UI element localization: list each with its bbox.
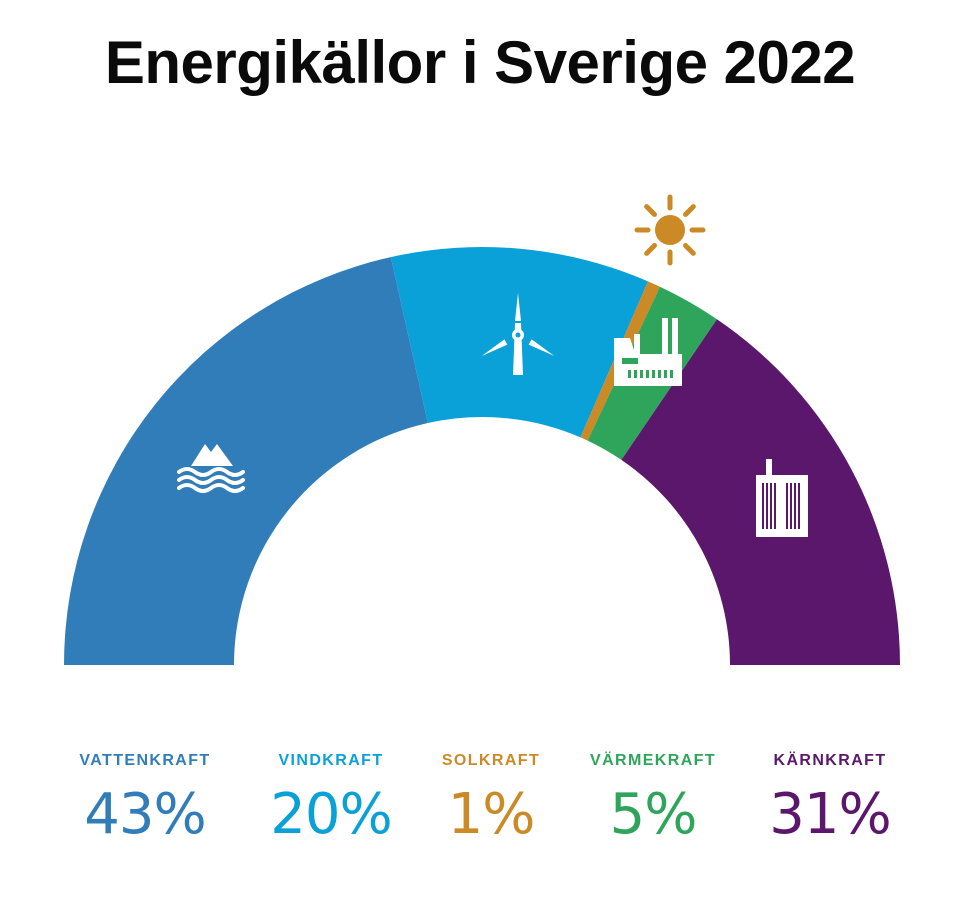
slice-vattenkraft xyxy=(64,257,428,665)
legend-item-karnkraft: KÄRNKRAFT 31% xyxy=(735,752,925,847)
legend-value: 31% xyxy=(769,782,891,847)
chart-icons xyxy=(177,194,808,537)
legend-value: 20% xyxy=(270,782,392,847)
legend-item-varmekraft: VÄRMEKRAFT 5% xyxy=(558,752,748,847)
chart-legend: VATTENKRAFT 43% VINDKRAFT 20% SOLKRAFT 1… xyxy=(0,752,960,882)
sun-icon xyxy=(634,194,706,266)
legend-label: VÄRMEKRAFT xyxy=(590,752,716,769)
legend-item-vindkraft: VINDKRAFT 20% xyxy=(236,752,426,847)
legend-value: 43% xyxy=(84,782,206,847)
legend-item-vattenkraft: VATTENKRAFT 43% xyxy=(50,752,240,847)
legend-label: VATTENKRAFT xyxy=(79,752,211,769)
legend-value: 1% xyxy=(447,782,536,847)
water-icon xyxy=(177,444,245,493)
legend-value: 5% xyxy=(609,782,698,847)
chart-title: Energikällor i Sverige 2022 xyxy=(104,29,856,96)
nuclear-plant-icon xyxy=(756,459,808,537)
legend-label: KÄRNKRAFT xyxy=(773,752,887,769)
factory-icon xyxy=(614,318,682,386)
half-donut-chart xyxy=(64,194,900,665)
legend-label: VINDKRAFT xyxy=(278,752,384,769)
legend-item-solkraft: SOLKRAFT 1% xyxy=(396,752,586,847)
wind-turbine-icon xyxy=(481,293,555,375)
legend-label: SOLKRAFT xyxy=(441,752,541,769)
chart-slices xyxy=(64,246,900,665)
